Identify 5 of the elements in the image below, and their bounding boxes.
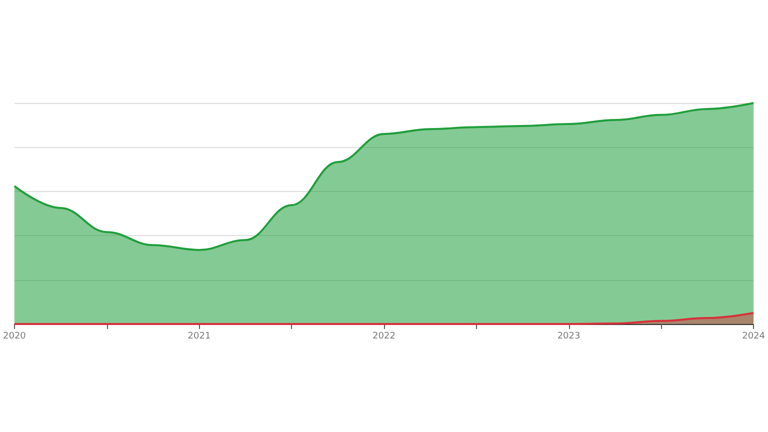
x-tick-label: 2024	[742, 332, 766, 342]
x-tick-label: 2021	[188, 332, 211, 342]
x-tick-label: 2022	[372, 332, 396, 342]
x-tick-label: 2020	[3, 332, 26, 342]
x-tick-label: 2023	[557, 332, 580, 342]
